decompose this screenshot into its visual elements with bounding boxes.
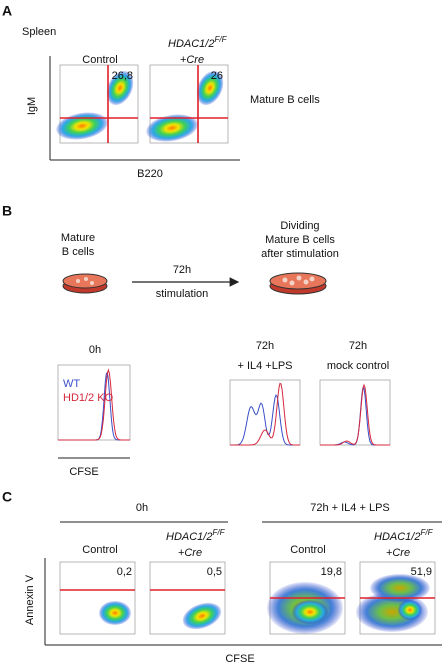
panel-label: C: [2, 489, 12, 505]
percent: 19,8: [321, 566, 342, 578]
density: [146, 114, 198, 142]
plot-title: +Cre: [180, 54, 204, 66]
text: Dividing: [280, 220, 319, 232]
panel-label: B: [2, 203, 12, 219]
ko-sup: F/F: [214, 35, 227, 44]
percent: 26,8: [112, 70, 133, 82]
plot-title: +Cre: [386, 547, 410, 559]
plot-title: HDAC1/2F/F: [168, 35, 228, 50]
density: [370, 574, 430, 602]
group-label: 72h + IL4 + LPS: [310, 502, 390, 514]
dish: [62, 273, 108, 294]
histogram-ko: [58, 368, 130, 441]
density: [292, 600, 328, 624]
percent: 51,9: [411, 566, 432, 578]
plot-frame: [57, 364, 131, 441]
y-label: Annexin V: [24, 574, 36, 625]
hist-title: 72h: [256, 340, 274, 352]
plot-title: HDAC1/2F/F: [166, 528, 226, 543]
hist-title: + IL4 +LPS: [237, 360, 292, 372]
y-label: IgM: [26, 97, 38, 115]
text: Mature: [61, 232, 95, 244]
plot-title: Control: [82, 54, 117, 66]
percent: 26: [211, 70, 223, 82]
plots-c: 0,2 0,5 19,8 51,9: [59, 561, 436, 635]
density: [182, 602, 222, 630]
ko-name: HDAC1/2: [166, 531, 212, 543]
ko-name: HDAC1/2: [168, 38, 214, 50]
population: Mature B cells: [250, 94, 320, 106]
plot-title: HDAC1/2F/F: [374, 528, 434, 543]
plot-frame: [229, 379, 301, 446]
text: B cells: [62, 246, 95, 258]
plot-frame: [319, 379, 391, 446]
tissue: Spleen: [22, 26, 56, 38]
plots-a: [56, 64, 229, 144]
ko-sup: F/F: [420, 528, 433, 537]
density: [106, 70, 134, 106]
histograms: [57, 364, 391, 446]
text: 72h: [173, 264, 191, 276]
density: [56, 112, 108, 140]
histogram-ko: [230, 382, 300, 446]
histogram-ko: [320, 383, 390, 446]
x-label: B220: [137, 168, 163, 180]
hist-title: mock control: [327, 360, 389, 372]
ko-sup: F/F: [212, 528, 225, 537]
x-label: CFSE: [225, 653, 254, 665]
panel-label: A: [2, 3, 12, 19]
hist-title: 72h: [349, 340, 367, 352]
hist-title: 0h: [89, 344, 101, 356]
plot-title: +Cre: [178, 547, 202, 559]
plot-title: Control: [290, 544, 325, 556]
legend-wt: WT: [63, 378, 80, 390]
x-label: CFSE: [69, 466, 98, 478]
percent: 0,5: [207, 566, 222, 578]
group-label: 0h: [136, 502, 148, 514]
percent: 0,2: [117, 566, 132, 578]
density: [398, 600, 422, 620]
text: Mature B cells: [265, 234, 335, 246]
text: stimulation: [156, 288, 209, 300]
legend-ko: HD1/2 KO: [63, 392, 114, 404]
histogram-wt: [230, 394, 300, 446]
ko-name: HDAC1/2: [374, 531, 420, 543]
text: after stimulation: [261, 248, 339, 260]
density: [99, 601, 131, 625]
dish: [269, 272, 327, 295]
plot-title: Control: [82, 544, 117, 556]
density: [196, 70, 224, 106]
